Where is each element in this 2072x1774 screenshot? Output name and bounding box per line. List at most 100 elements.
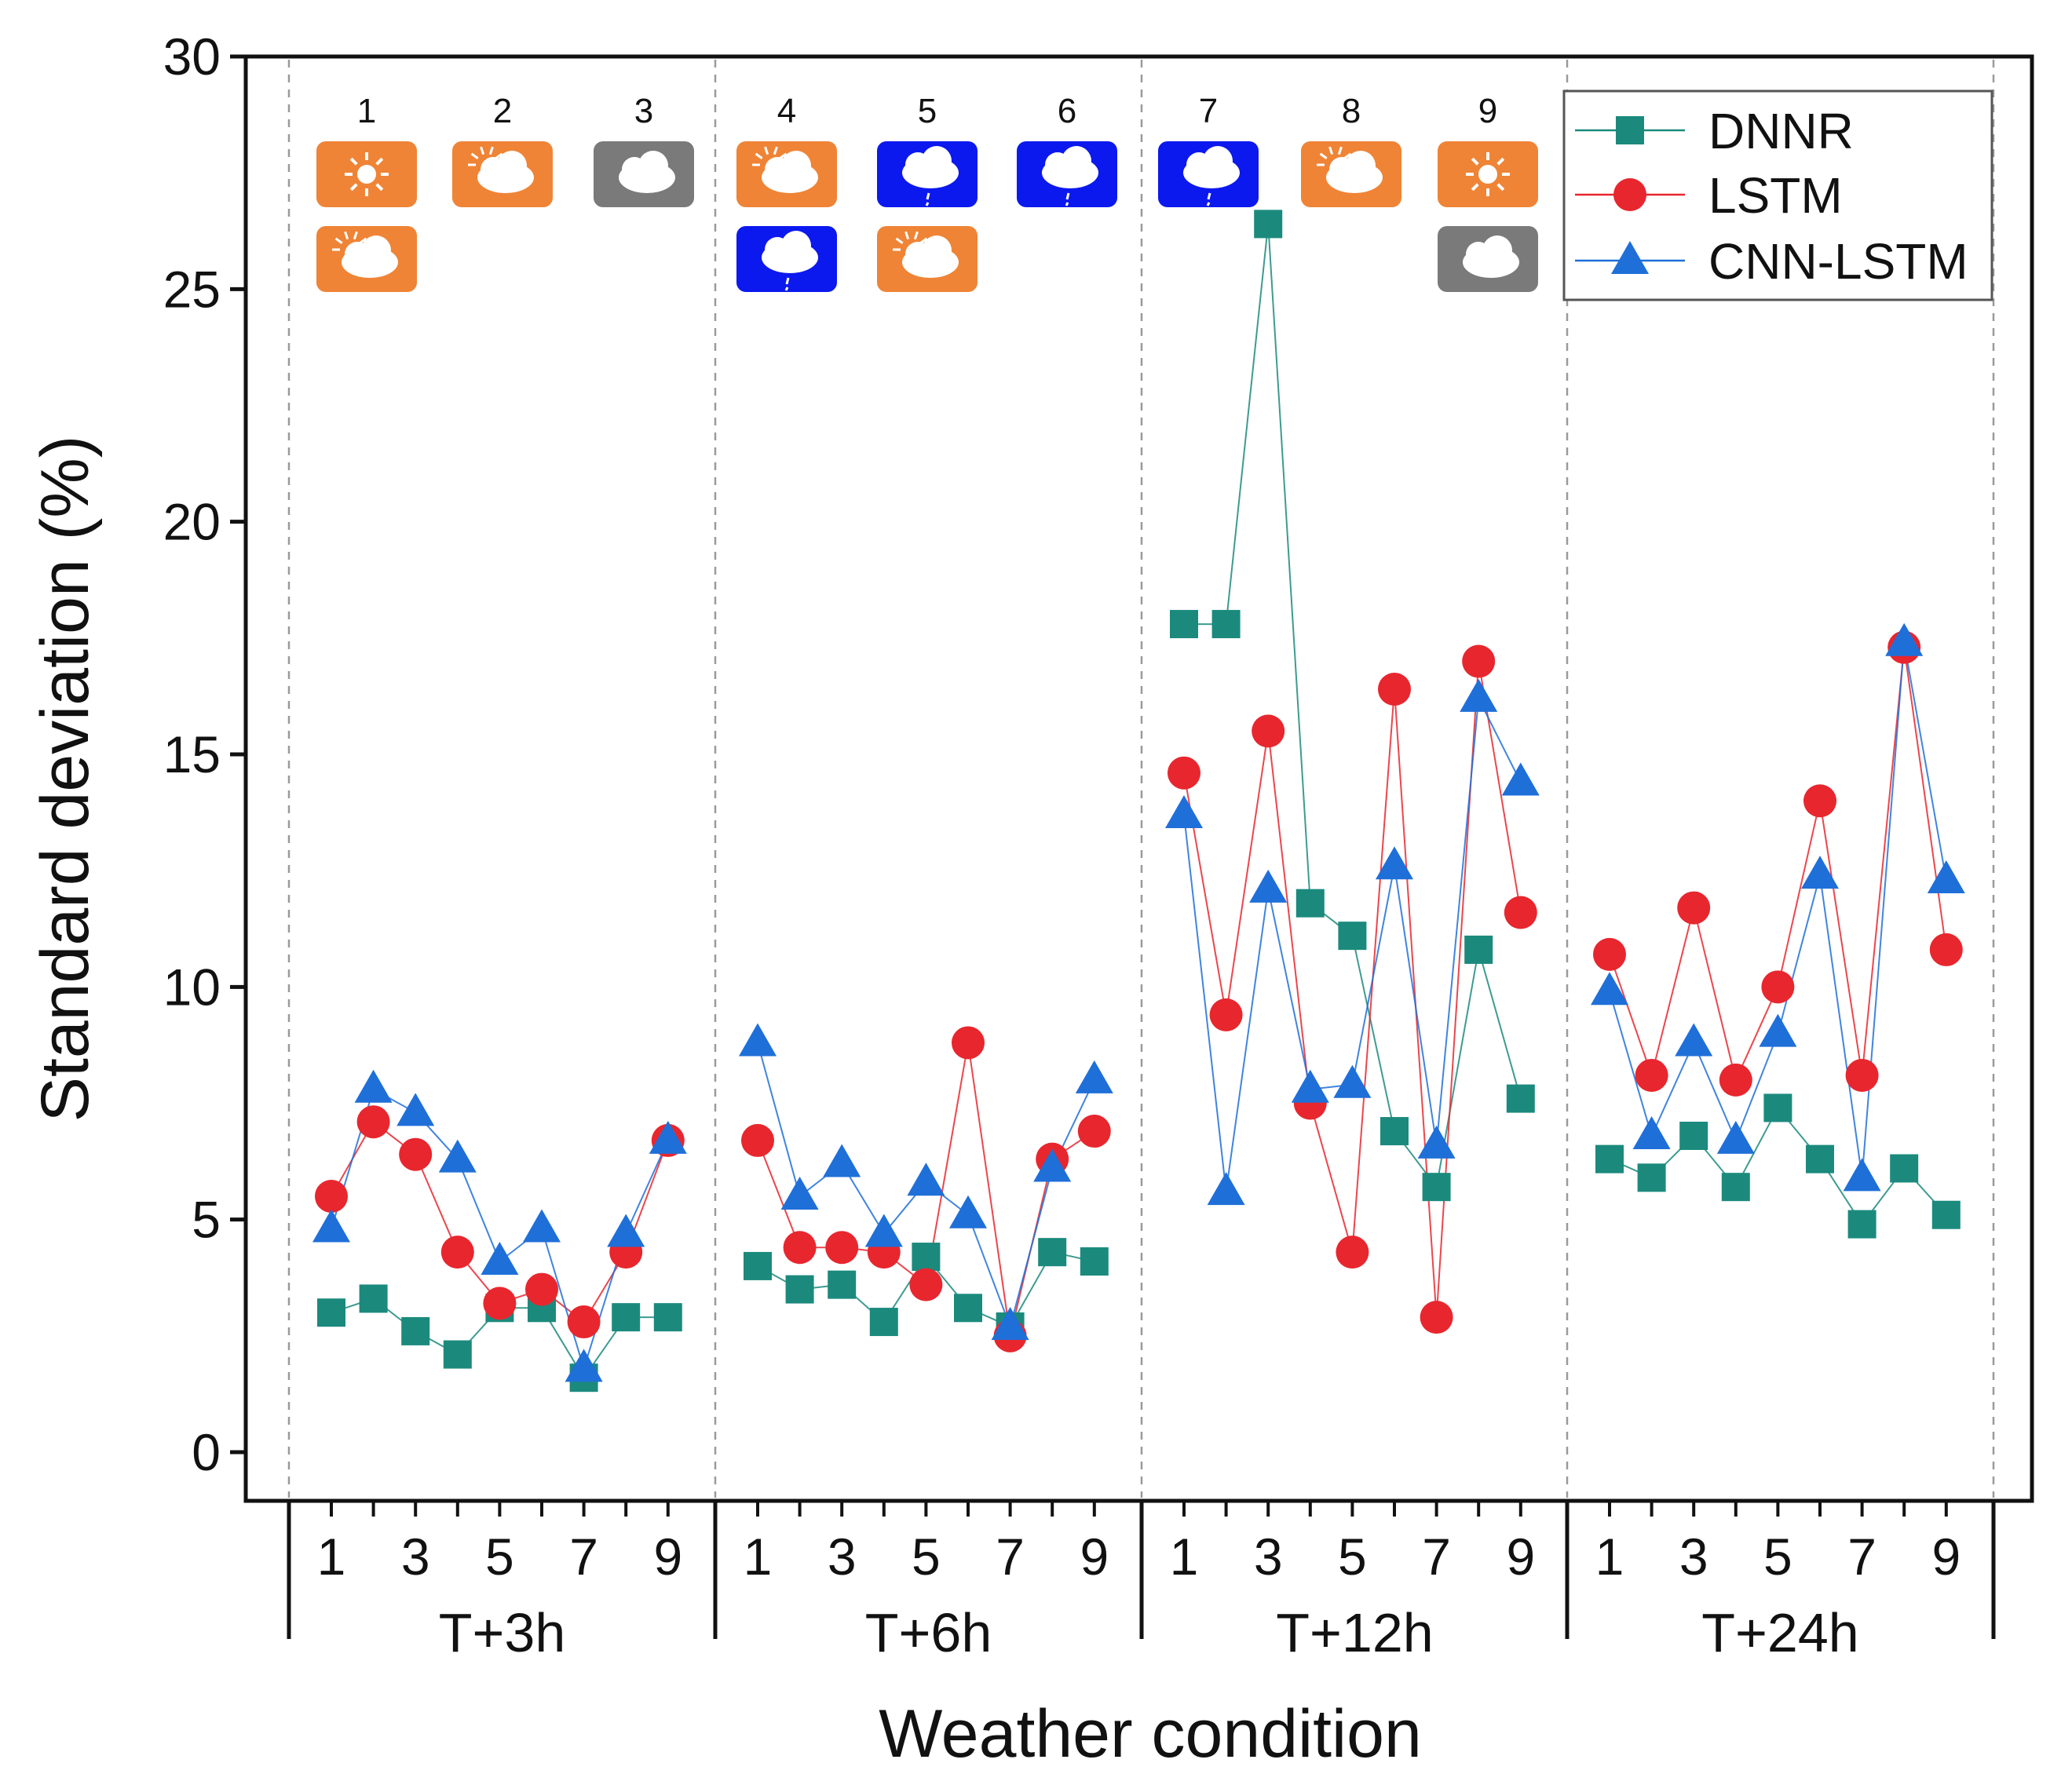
rainy-icon — [1017, 141, 1117, 207]
dnnr-point — [1595, 1144, 1624, 1174]
cnn-lstm-point — [1759, 1013, 1797, 1047]
rain-drop — [1065, 192, 1070, 200]
lstm-point — [1420, 1301, 1453, 1334]
x-tick-label: 3 — [401, 1528, 430, 1586]
lstm-point — [952, 1026, 985, 1060]
y-tick-label: 0 — [192, 1423, 221, 1481]
lstm-point — [783, 1231, 817, 1265]
series-lines — [331, 224, 1947, 1380]
dnnr-point — [1890, 1154, 1919, 1183]
y-axis: 0 5 10 15 20 25 30 — [163, 27, 246, 1481]
lstm-point — [1719, 1063, 1752, 1097]
lstm-point — [525, 1272, 558, 1306]
dnnr-point — [1931, 1200, 1961, 1229]
cloudy-icon — [594, 141, 694, 207]
sun-ray — [764, 146, 769, 155]
legend-label: DNNR — [1708, 103, 1854, 159]
plot-frame — [243, 54, 2034, 1503]
cnn-lstm-point — [1249, 869, 1288, 903]
dnnr-point — [1422, 1173, 1451, 1202]
rain-drop — [784, 287, 789, 291]
dnnr-point — [785, 1275, 814, 1304]
lstm-line — [1183, 661, 1522, 1318]
sun-ray — [1496, 183, 1505, 192]
sun-ray — [470, 152, 479, 159]
cnn-lstm-point — [607, 1214, 645, 1247]
lstm-point — [825, 1231, 859, 1265]
sun-ray — [344, 231, 349, 240]
lstm-point — [1803, 784, 1836, 818]
sun-ray — [1337, 146, 1343, 155]
cnn-lstm-point — [1885, 622, 1924, 656]
cnn-lstm-point — [864, 1214, 903, 1247]
sunny-icon — [1438, 141, 1538, 207]
cnn-lstm-point — [396, 1093, 435, 1126]
cnn-lstm-point — [1801, 856, 1839, 889]
cnn-lstm-point — [1207, 1172, 1245, 1206]
dnnr-point — [1295, 889, 1325, 918]
dnnr-point — [359, 1284, 388, 1313]
sun-ray — [349, 157, 358, 166]
cnn-lstm-point — [438, 1139, 477, 1173]
cnn-lstm-point — [1843, 1158, 1881, 1192]
group-label: T+24h — [1701, 1602, 1858, 1663]
cloud-puff — [1482, 235, 1512, 265]
cnn-lstm-point — [739, 1023, 777, 1057]
cnn-lstm-point — [481, 1242, 519, 1276]
partly-cloudy-icon — [316, 226, 417, 292]
sun-ray — [1319, 152, 1328, 159]
dnnr-point — [1038, 1238, 1067, 1267]
cnn-lstm-point — [907, 1163, 945, 1196]
sun-ray — [773, 146, 778, 155]
sun-core — [357, 165, 376, 184]
partly-cloudy-icon — [452, 141, 553, 207]
lstm-point — [909, 1268, 943, 1301]
lstm-point — [1077, 1115, 1111, 1148]
rain-drop — [785, 277, 790, 285]
cloud-puff — [781, 231, 811, 261]
sunny-icon — [316, 141, 417, 207]
legend-marker — [1616, 116, 1644, 144]
lstm-point — [1336, 1236, 1369, 1269]
cnn-lstm-point — [1591, 972, 1628, 1006]
cnn-lstm-point — [991, 1306, 1029, 1340]
dnnr-point — [1211, 610, 1241, 639]
legend-label: LSTM — [1708, 167, 1843, 224]
weather-condition-number: 1 — [357, 92, 376, 130]
lstm-point — [1462, 644, 1496, 678]
cnn-lstm-point — [1376, 846, 1413, 880]
weather-icon-panel: 1 2 3 4 5 6 7 8 9 — [316, 92, 1538, 292]
dnnr-point — [612, 1303, 641, 1332]
lstm-point — [1929, 933, 1963, 966]
lstm-point — [1593, 937, 1626, 971]
y-axis-title: Standard deviation (%) — [27, 436, 103, 1122]
dnnr-point — [1080, 1247, 1109, 1276]
x-tick-label: 5 — [1338, 1528, 1367, 1586]
partly-cloudy-icon — [736, 141, 837, 207]
lstm-point — [1845, 1058, 1879, 1092]
lstm-point — [1635, 1058, 1668, 1092]
sun-ray — [1471, 157, 1479, 166]
cloud-puff — [781, 151, 811, 181]
x-tick-label: 5 — [912, 1528, 941, 1586]
weather-condition-number: 9 — [1478, 92, 1497, 130]
partly-cloudy-icon — [1301, 141, 1401, 207]
weather-condition-number: 7 — [1199, 92, 1218, 130]
x-tick-label: 5 — [485, 1528, 514, 1586]
dnnr-point — [1679, 1121, 1708, 1150]
x-axis-title: Weather condition — [879, 1696, 1422, 1772]
legend: DNNR LSTM CNN-LSTM — [1562, 89, 1993, 301]
x-tick-label: 9 — [1931, 1528, 1961, 1586]
cnn-lstm-point — [1075, 1060, 1113, 1093]
weather-condition-number: 3 — [634, 92, 653, 130]
cnn-lstm-point — [565, 1349, 603, 1382]
cloud-puff — [1346, 151, 1376, 181]
lstm-point — [1504, 896, 1537, 929]
sun-ray — [1328, 146, 1334, 155]
y-tick-label: 10 — [163, 958, 221, 1016]
sun-ray — [488, 146, 494, 155]
dnnr-point — [443, 1340, 472, 1369]
lstm-point — [1378, 673, 1411, 706]
